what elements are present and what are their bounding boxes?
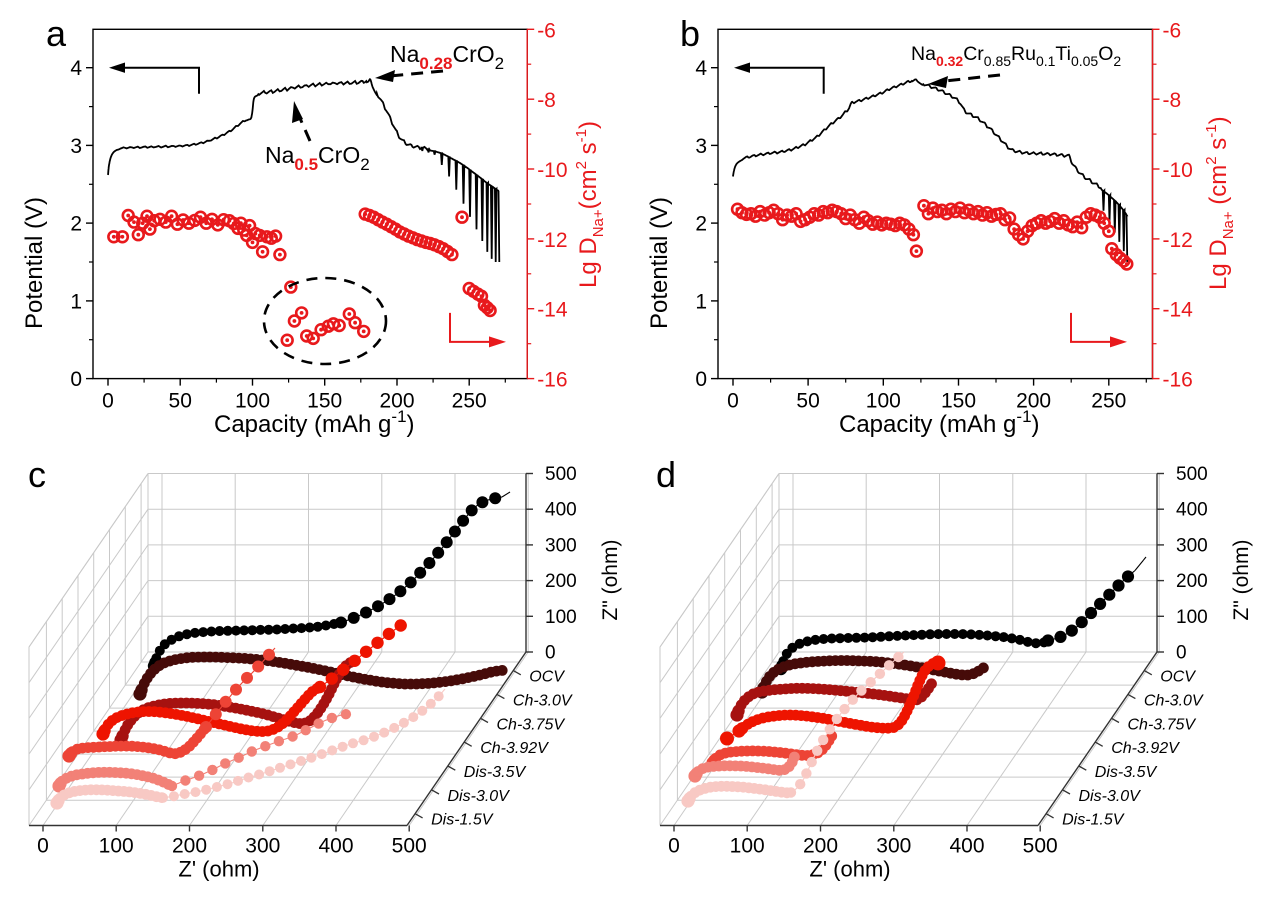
svg-text:250: 250	[1091, 390, 1126, 413]
svg-text:0: 0	[668, 835, 680, 858]
svg-text:500: 500	[1176, 464, 1208, 485]
svg-text:c: c	[28, 454, 46, 495]
svg-text:100: 100	[545, 607, 577, 628]
svg-text:0: 0	[102, 390, 114, 413]
svg-text:0: 0	[70, 368, 82, 391]
svg-text:-16: -16	[1163, 369, 1193, 392]
svg-text:Z' (ohm): Z' (ohm)	[809, 857, 890, 882]
svg-text:Dis-1.5V: Dis-1.5V	[431, 812, 494, 829]
svg-text:OCV: OCV	[1160, 669, 1196, 686]
svg-text:150: 150	[941, 390, 976, 413]
svg-text:Z" (ohm): Z" (ohm)	[1230, 540, 1253, 621]
svg-text:-16: -16	[537, 369, 567, 392]
svg-text:-14: -14	[1163, 299, 1194, 322]
svg-text:-10: -10	[1163, 159, 1193, 182]
svg-text:250: 250	[452, 390, 487, 413]
svg-text:100: 100	[866, 390, 901, 413]
svg-text:100: 100	[730, 835, 765, 858]
svg-text:300: 300	[545, 535, 577, 556]
svg-text:0: 0	[37, 835, 49, 858]
svg-text:3: 3	[695, 135, 707, 158]
svg-text:Ch-3.92V: Ch-3.92V	[1111, 740, 1180, 757]
svg-text:Z" (ohm): Z" (ohm)	[599, 540, 622, 621]
svg-text:2: 2	[70, 213, 82, 236]
svg-text:1: 1	[70, 290, 82, 313]
svg-text:-8: -8	[1163, 89, 1182, 112]
svg-text:a: a	[46, 13, 67, 54]
svg-text:Potential (V): Potential (V)	[646, 197, 673, 329]
svg-text:Ch-3.75V: Ch-3.75V	[497, 716, 566, 733]
svg-text:200: 200	[545, 571, 577, 592]
svg-text:Dis-1.5V: Dis-1.5V	[1062, 812, 1125, 829]
svg-text:Potential (V): Potential (V)	[21, 197, 48, 329]
svg-text:Ch-3.92V: Ch-3.92V	[480, 740, 549, 757]
svg-text:300: 300	[1176, 535, 1208, 556]
svg-text:-6: -6	[537, 19, 556, 42]
svg-text:0: 0	[695, 368, 707, 391]
svg-text:50: 50	[796, 390, 819, 413]
svg-text:-12: -12	[1163, 229, 1193, 252]
svg-text:-10: -10	[537, 159, 567, 182]
svg-text:0: 0	[545, 643, 556, 664]
svg-text:-8: -8	[537, 89, 556, 112]
svg-text:0: 0	[1176, 643, 1187, 664]
svg-text:500: 500	[545, 464, 577, 485]
svg-text:Lg DNa+(cm2 s-1): Lg DNa+(cm2 s-1)	[573, 121, 607, 288]
svg-text:200: 200	[379, 390, 414, 413]
svg-text:200: 200	[1016, 390, 1051, 413]
svg-text:Ch-3.75V: Ch-3.75V	[1128, 716, 1197, 733]
svg-text:-14: -14	[537, 299, 568, 322]
svg-text:4: 4	[70, 57, 82, 80]
svg-text:50: 50	[169, 390, 192, 413]
svg-text:d: d	[656, 454, 676, 495]
svg-text:Lg DNa+ (cm2 s-1): Lg DNa+ (cm2 s-1)	[1203, 116, 1237, 290]
svg-text:Ch-3.0V: Ch-3.0V	[513, 692, 573, 709]
svg-text:Capacity (mAh g-1): Capacity (mAh g-1)	[214, 407, 415, 438]
svg-text:400: 400	[1176, 500, 1208, 521]
svg-text:100: 100	[1176, 607, 1208, 628]
svg-text:Dis-3.5V: Dis-3.5V	[1095, 764, 1158, 781]
svg-text:1: 1	[695, 290, 707, 313]
svg-text:Z' (ohm): Z' (ohm)	[178, 857, 259, 882]
svg-text:4: 4	[695, 57, 707, 80]
svg-text:Dis-3.0V: Dis-3.0V	[448, 788, 511, 805]
svg-text:-12: -12	[537, 229, 567, 252]
svg-text:OCV: OCV	[529, 669, 565, 686]
svg-text:300: 300	[245, 835, 280, 858]
svg-text:200: 200	[803, 835, 838, 858]
svg-text:0: 0	[727, 390, 739, 413]
svg-text:400: 400	[949, 835, 984, 858]
svg-text:150: 150	[307, 390, 342, 413]
svg-text:2: 2	[695, 213, 707, 236]
svg-text:400: 400	[545, 500, 577, 521]
svg-text:3: 3	[70, 135, 82, 158]
svg-text:200: 200	[172, 835, 207, 858]
svg-text:100: 100	[235, 390, 270, 413]
svg-text:Capacity (mAh g-1): Capacity (mAh g-1)	[839, 407, 1040, 438]
svg-text:500: 500	[1023, 835, 1058, 858]
svg-text:100: 100	[99, 835, 134, 858]
svg-text:b: b	[680, 13, 700, 54]
svg-text:300: 300	[876, 835, 911, 858]
svg-text:200: 200	[1176, 571, 1208, 592]
svg-text:500: 500	[392, 835, 427, 858]
svg-text:Dis-3.5V: Dis-3.5V	[464, 764, 527, 781]
svg-text:Dis-3.0V: Dis-3.0V	[1079, 788, 1142, 805]
svg-text:-6: -6	[1163, 19, 1182, 42]
svg-text:400: 400	[318, 835, 353, 858]
svg-text:Ch-3.0V: Ch-3.0V	[1144, 692, 1204, 709]
